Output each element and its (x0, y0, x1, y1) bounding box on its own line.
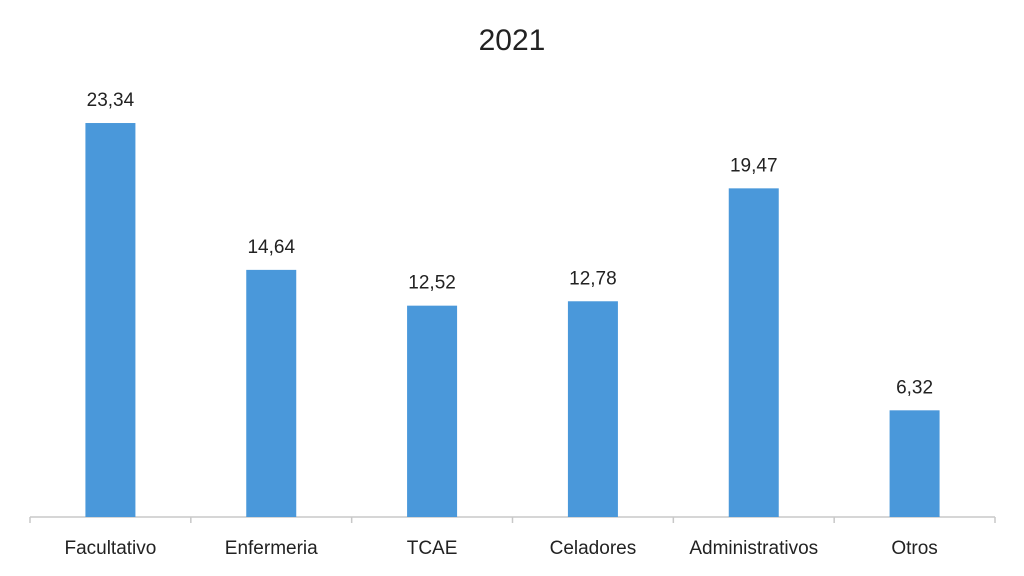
x-tick-label: Celadores (550, 538, 637, 559)
bar (567, 301, 618, 517)
value-label: 23,34 (87, 90, 135, 111)
bar (407, 305, 458, 517)
chart-title: 2021 (479, 24, 546, 57)
value-label: 14,64 (247, 237, 295, 258)
x-tick-label: Administrativos (689, 538, 818, 559)
bar (85, 123, 136, 517)
value-label: 19,47 (730, 155, 778, 176)
bar (728, 188, 779, 517)
value-label: 6,32 (896, 377, 933, 398)
bar (889, 410, 940, 517)
value-label: 12,52 (408, 273, 456, 294)
value-label: 12,78 (569, 268, 617, 289)
x-tick-label: TCAE (407, 538, 458, 559)
bar (246, 269, 297, 517)
x-tick-label: Otros (891, 538, 937, 559)
x-tick-label: Enfermeria (225, 538, 318, 559)
x-tick-label: Facultativo (64, 538, 156, 559)
